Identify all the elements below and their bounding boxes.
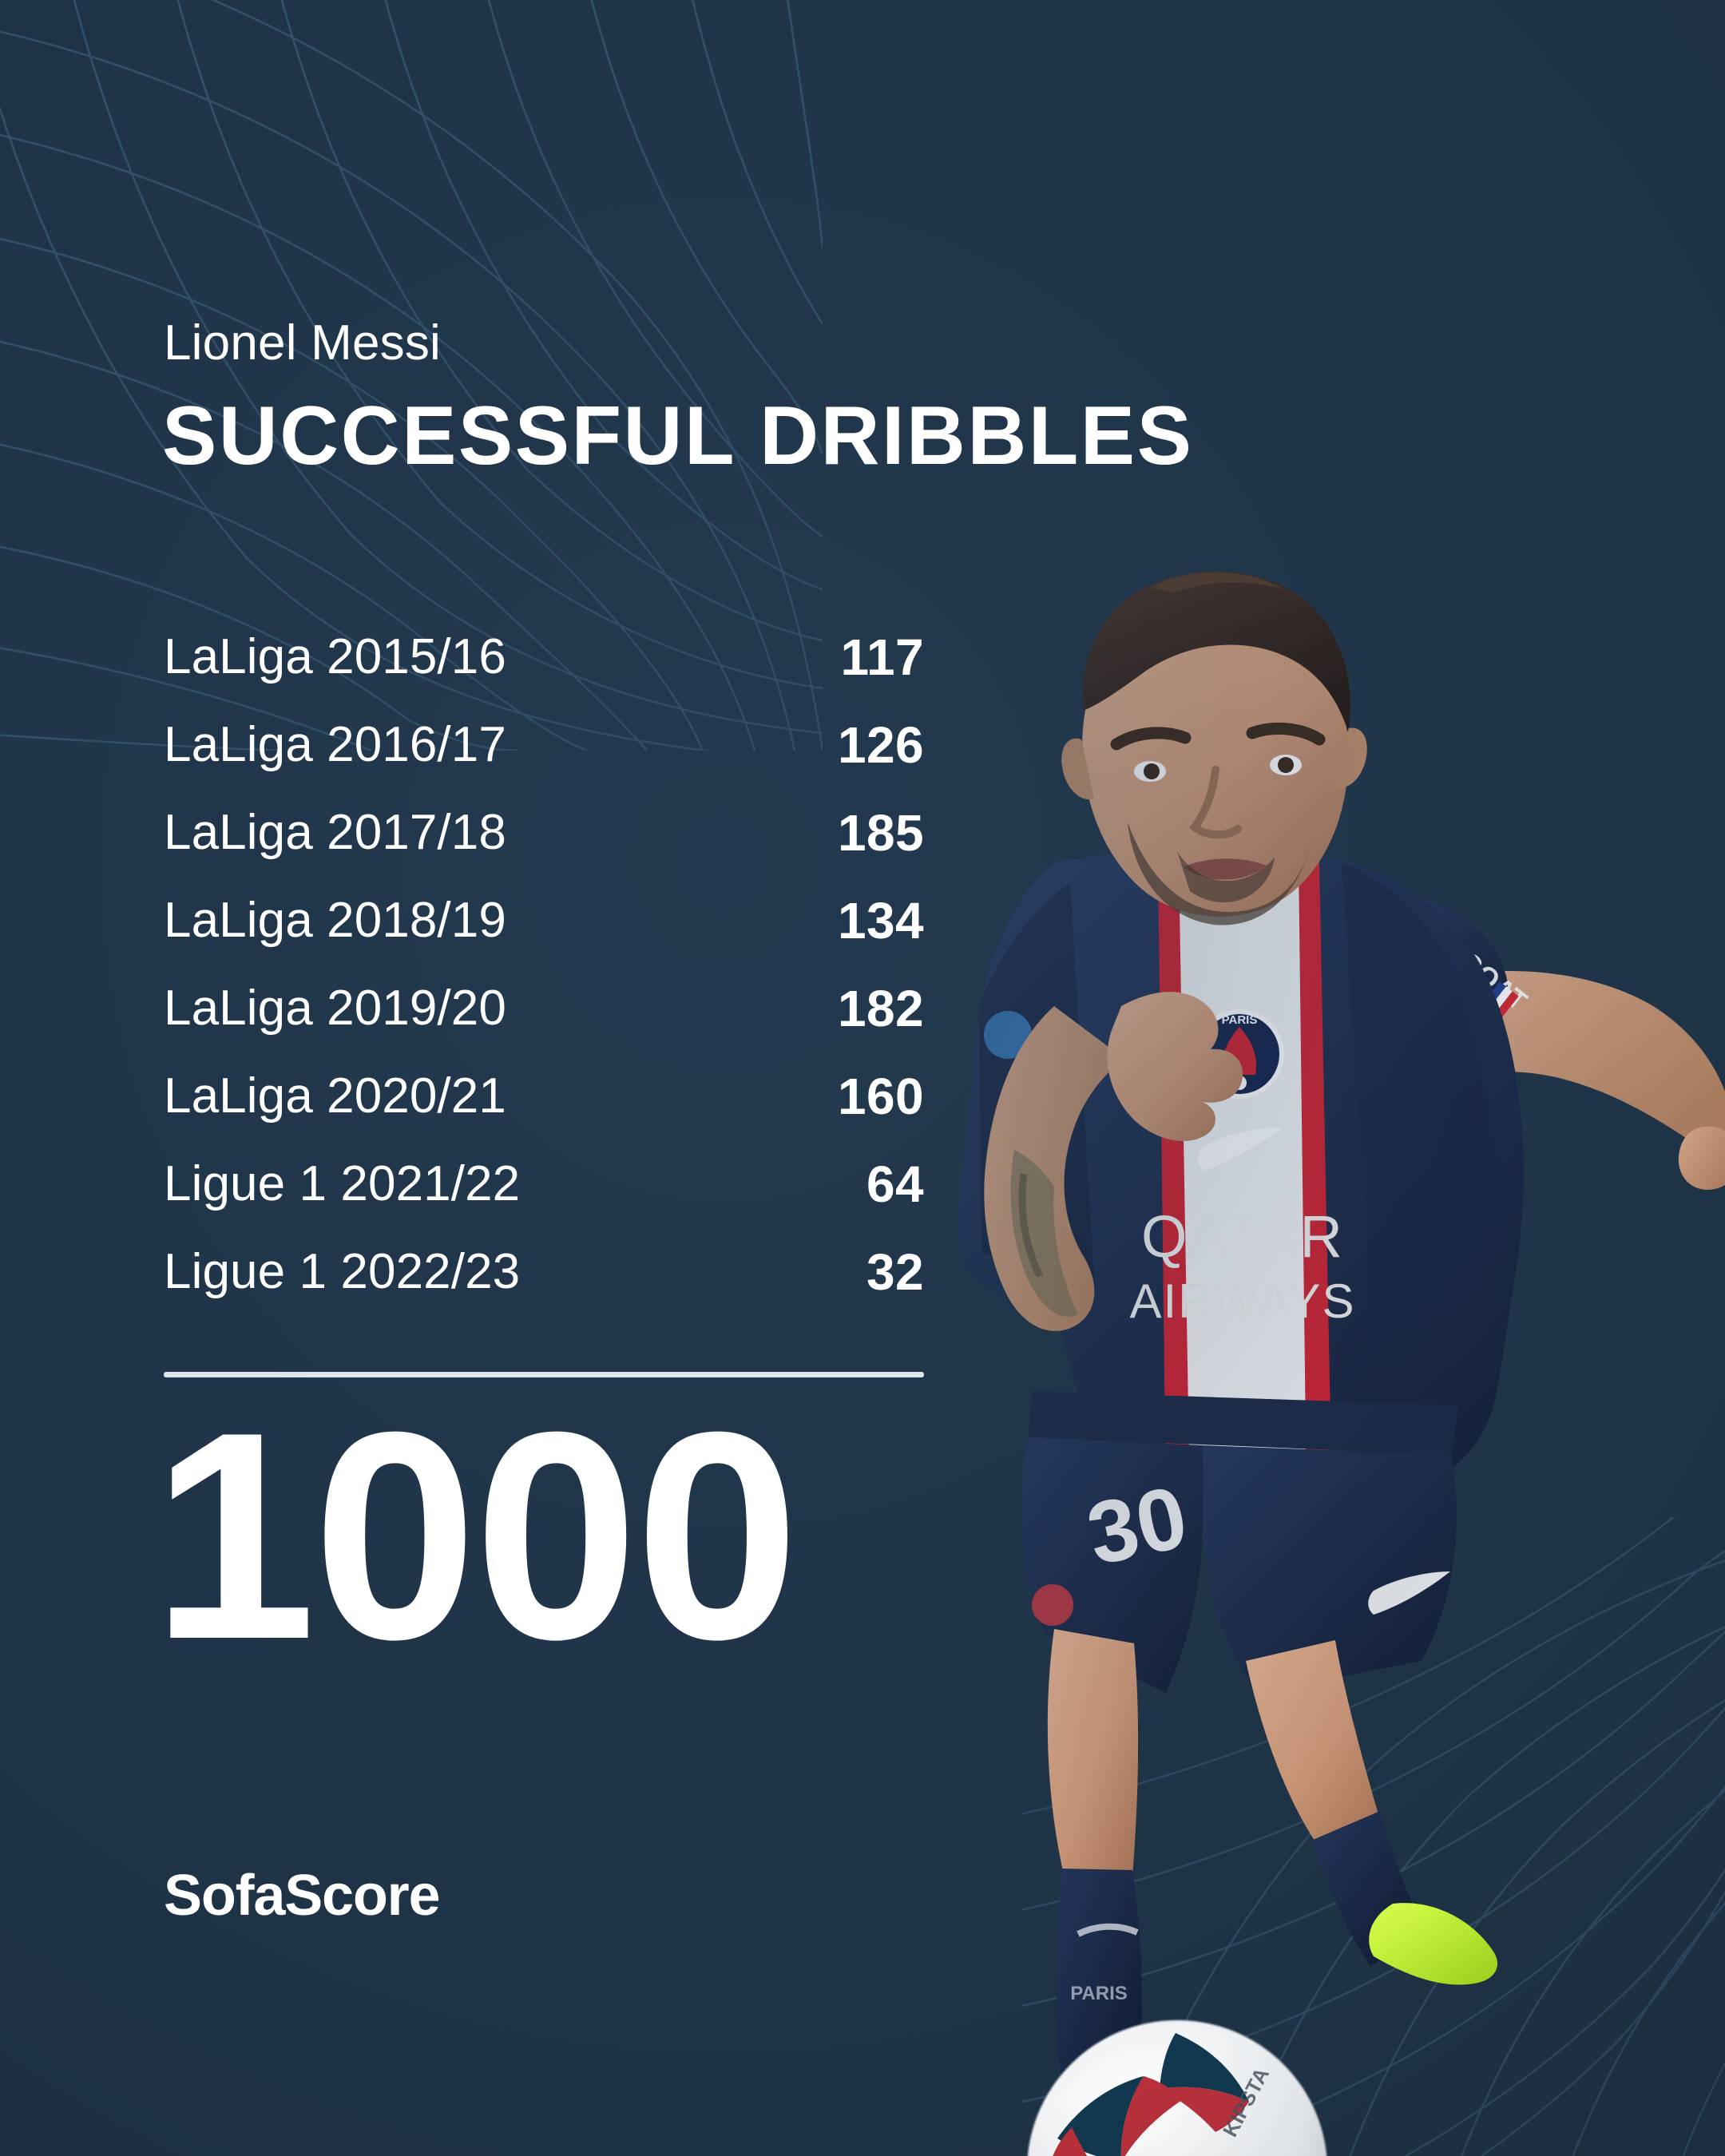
svg-text:30: 30 (1079, 1468, 1195, 1584)
season-label: LaLiga 2019/20 (164, 981, 506, 1036)
list-item: Ligue 1 2021/22 64 (164, 1153, 924, 1241)
list-item: LaLiga 2020/21 160 (164, 1065, 924, 1153)
svg-text:QATAR: QATAR (1141, 1203, 1344, 1270)
sofascore-logo: SofaScore (164, 1864, 441, 1928)
season-label: Ligue 1 2022/23 (164, 1244, 521, 1299)
season-label: LaLiga 2018/19 (164, 893, 506, 948)
season-value: 32 (866, 1243, 924, 1301)
stats-panel: Lionel Messi SUCCESSFUL DRIBBLES LaLiga … (152, 315, 1192, 1928)
season-value: 182 (838, 980, 924, 1037)
stats-list: LaLiga 2015/16 117 LaLiga 2016/17 126 La… (164, 626, 924, 1329)
svg-text:PARIS: PARIS (1222, 1013, 1258, 1027)
list-item: LaLiga 2018/19 134 (164, 890, 924, 977)
list-item: LaLiga 2019/20 182 (164, 977, 924, 1065)
svg-text:PARIS: PARIS (1070, 1983, 1128, 2004)
season-value: 117 (840, 628, 924, 686)
total-value: 1000 (152, 1371, 799, 1701)
season-label: LaLiga 2015/16 (164, 629, 506, 684)
total-divider (164, 1372, 924, 1377)
page-title: SUCCESSFUL DRIBBLES (162, 390, 1194, 482)
list-item: LaLiga 2017/18 185 (164, 802, 924, 890)
season-label: Ligue 1 2021/22 (164, 1156, 521, 1211)
season-value: 134 (838, 892, 924, 949)
season-value: 64 (866, 1155, 924, 1213)
svg-text:AIRWAYS: AIRWAYS (1130, 1274, 1356, 1328)
player-photo: GOAT PARIS QATAR (958, 571, 1725, 2156)
season-label: LaLiga 2020/21 (164, 1068, 506, 1124)
player-name: Lionel Messi (164, 315, 442, 371)
season-label: LaLiga 2016/17 (164, 717, 506, 772)
season-value: 126 (838, 716, 924, 774)
list-item: Ligue 1 2022/23 32 (164, 1241, 924, 1329)
season-value: 160 (838, 1068, 924, 1125)
list-item: LaLiga 2015/16 117 (164, 626, 924, 714)
season-value: 185 (838, 804, 924, 862)
list-item: LaLiga 2016/17 126 (164, 714, 924, 802)
season-label: LaLiga 2017/18 (164, 805, 506, 860)
